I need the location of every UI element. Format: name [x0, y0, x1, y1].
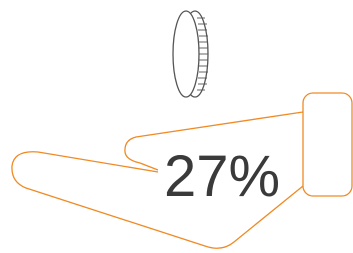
illustration: 27% [0, 0, 353, 253]
coin [173, 11, 208, 97]
page: 27% (() => { const data = JSON.parse(doc… [0, 0, 353, 253]
percentage: 27% [164, 144, 280, 209]
